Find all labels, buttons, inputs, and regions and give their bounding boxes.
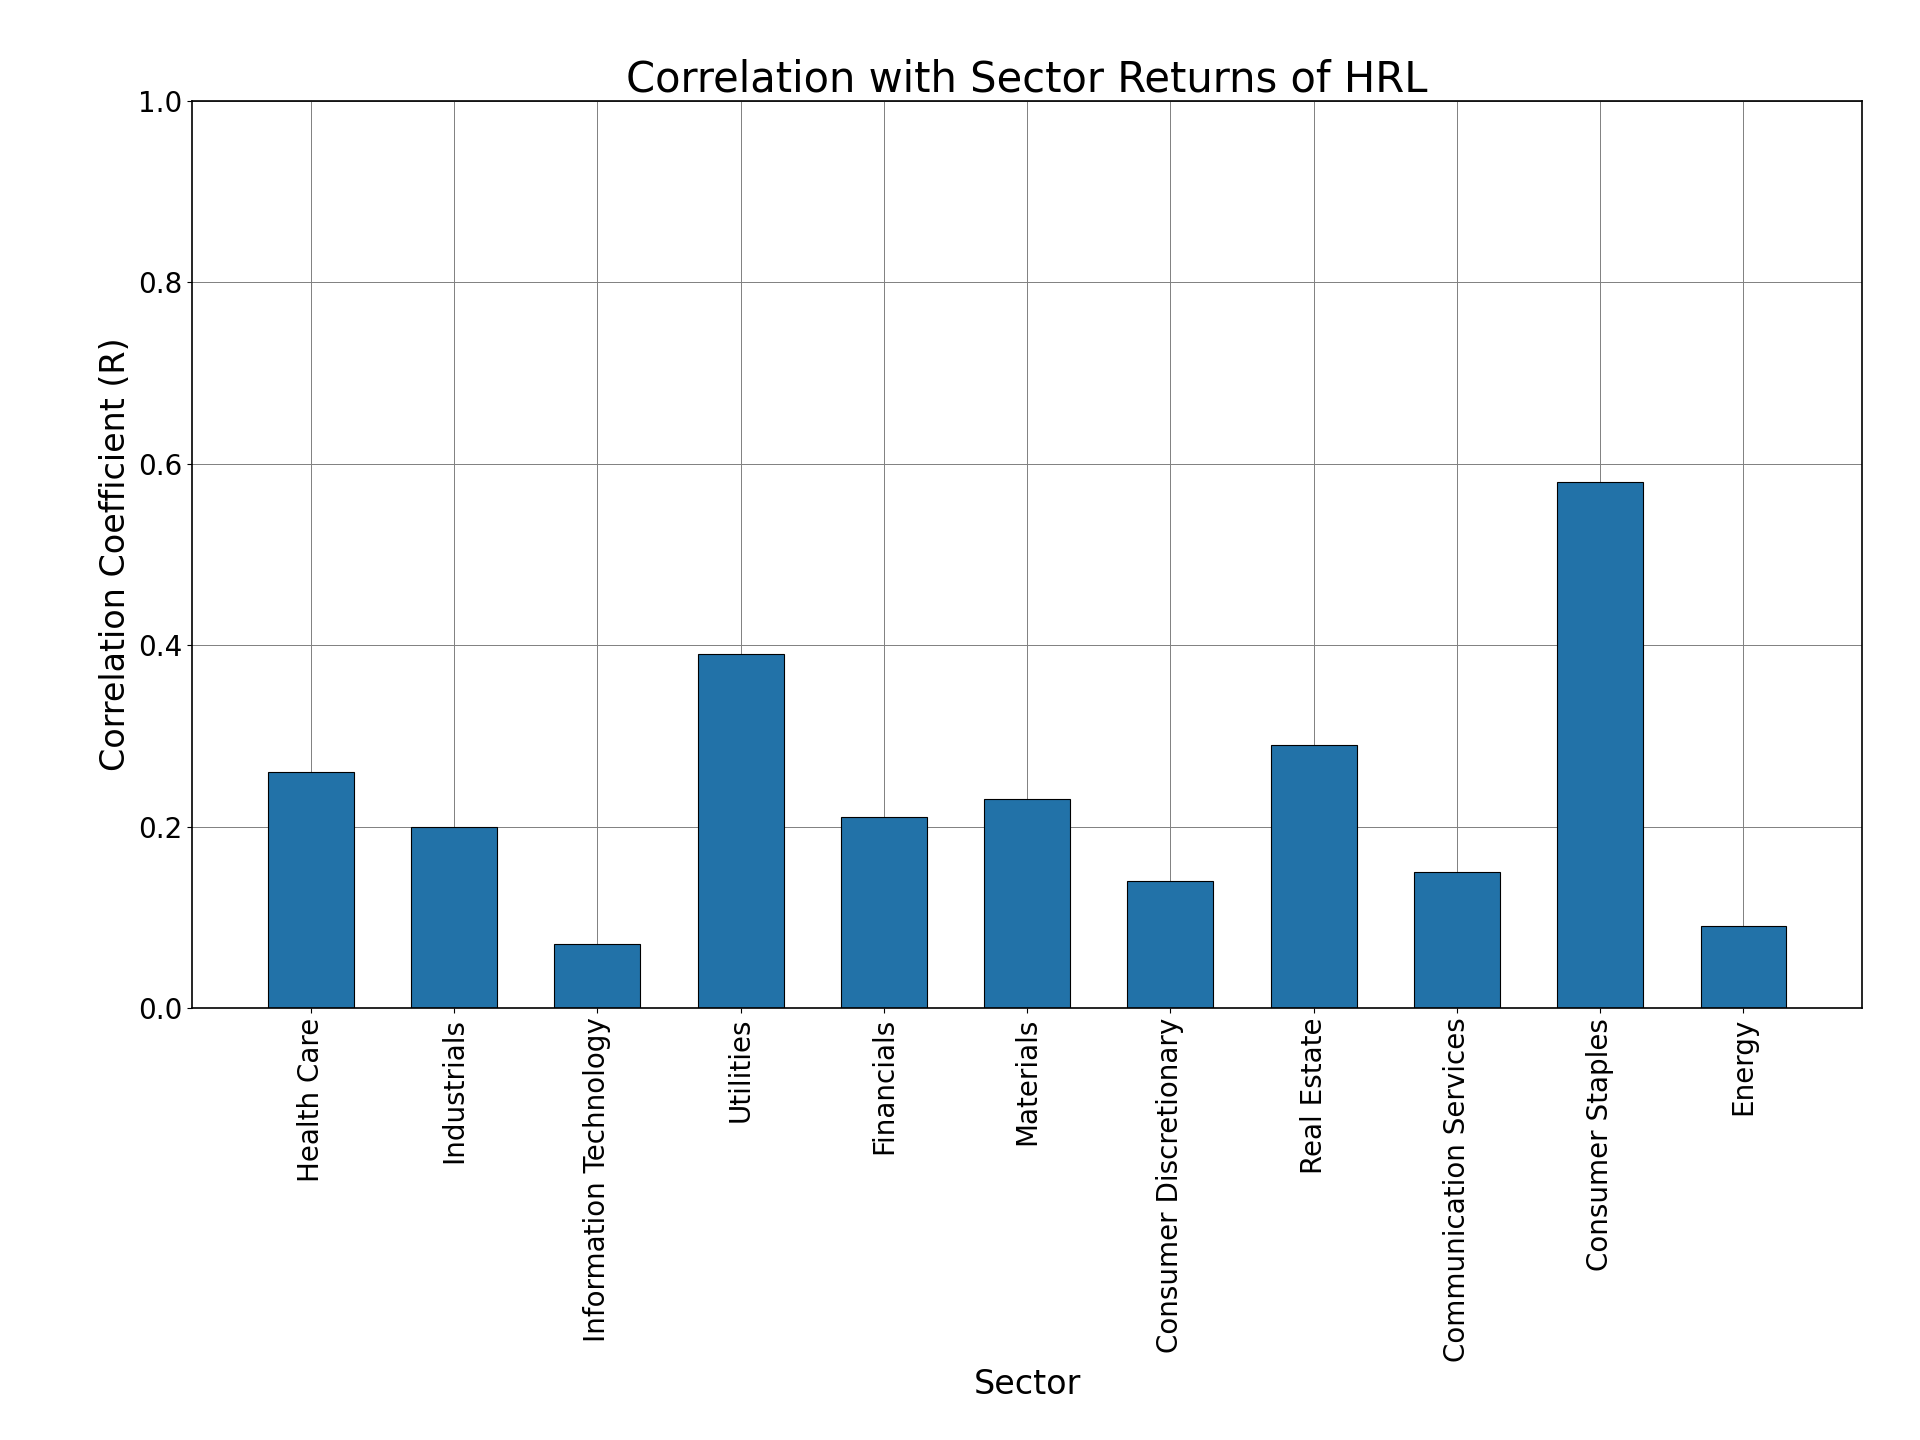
- X-axis label: Sector: Sector: [973, 1368, 1081, 1401]
- Bar: [1701, 926, 1786, 1008]
- Bar: [697, 654, 783, 1008]
- Bar: [1271, 744, 1357, 1008]
- Bar: [269, 772, 353, 1008]
- Bar: [985, 799, 1069, 1008]
- Y-axis label: Correlation Coefficient (R): Correlation Coefficient (R): [100, 337, 132, 772]
- Bar: [555, 945, 641, 1008]
- Bar: [841, 818, 927, 1008]
- Bar: [411, 827, 497, 1008]
- Bar: [1557, 482, 1644, 1008]
- Title: Correlation with Sector Returns of HRL: Correlation with Sector Returns of HRL: [626, 59, 1428, 101]
- Bar: [1127, 881, 1213, 1008]
- Bar: [1413, 873, 1500, 1008]
